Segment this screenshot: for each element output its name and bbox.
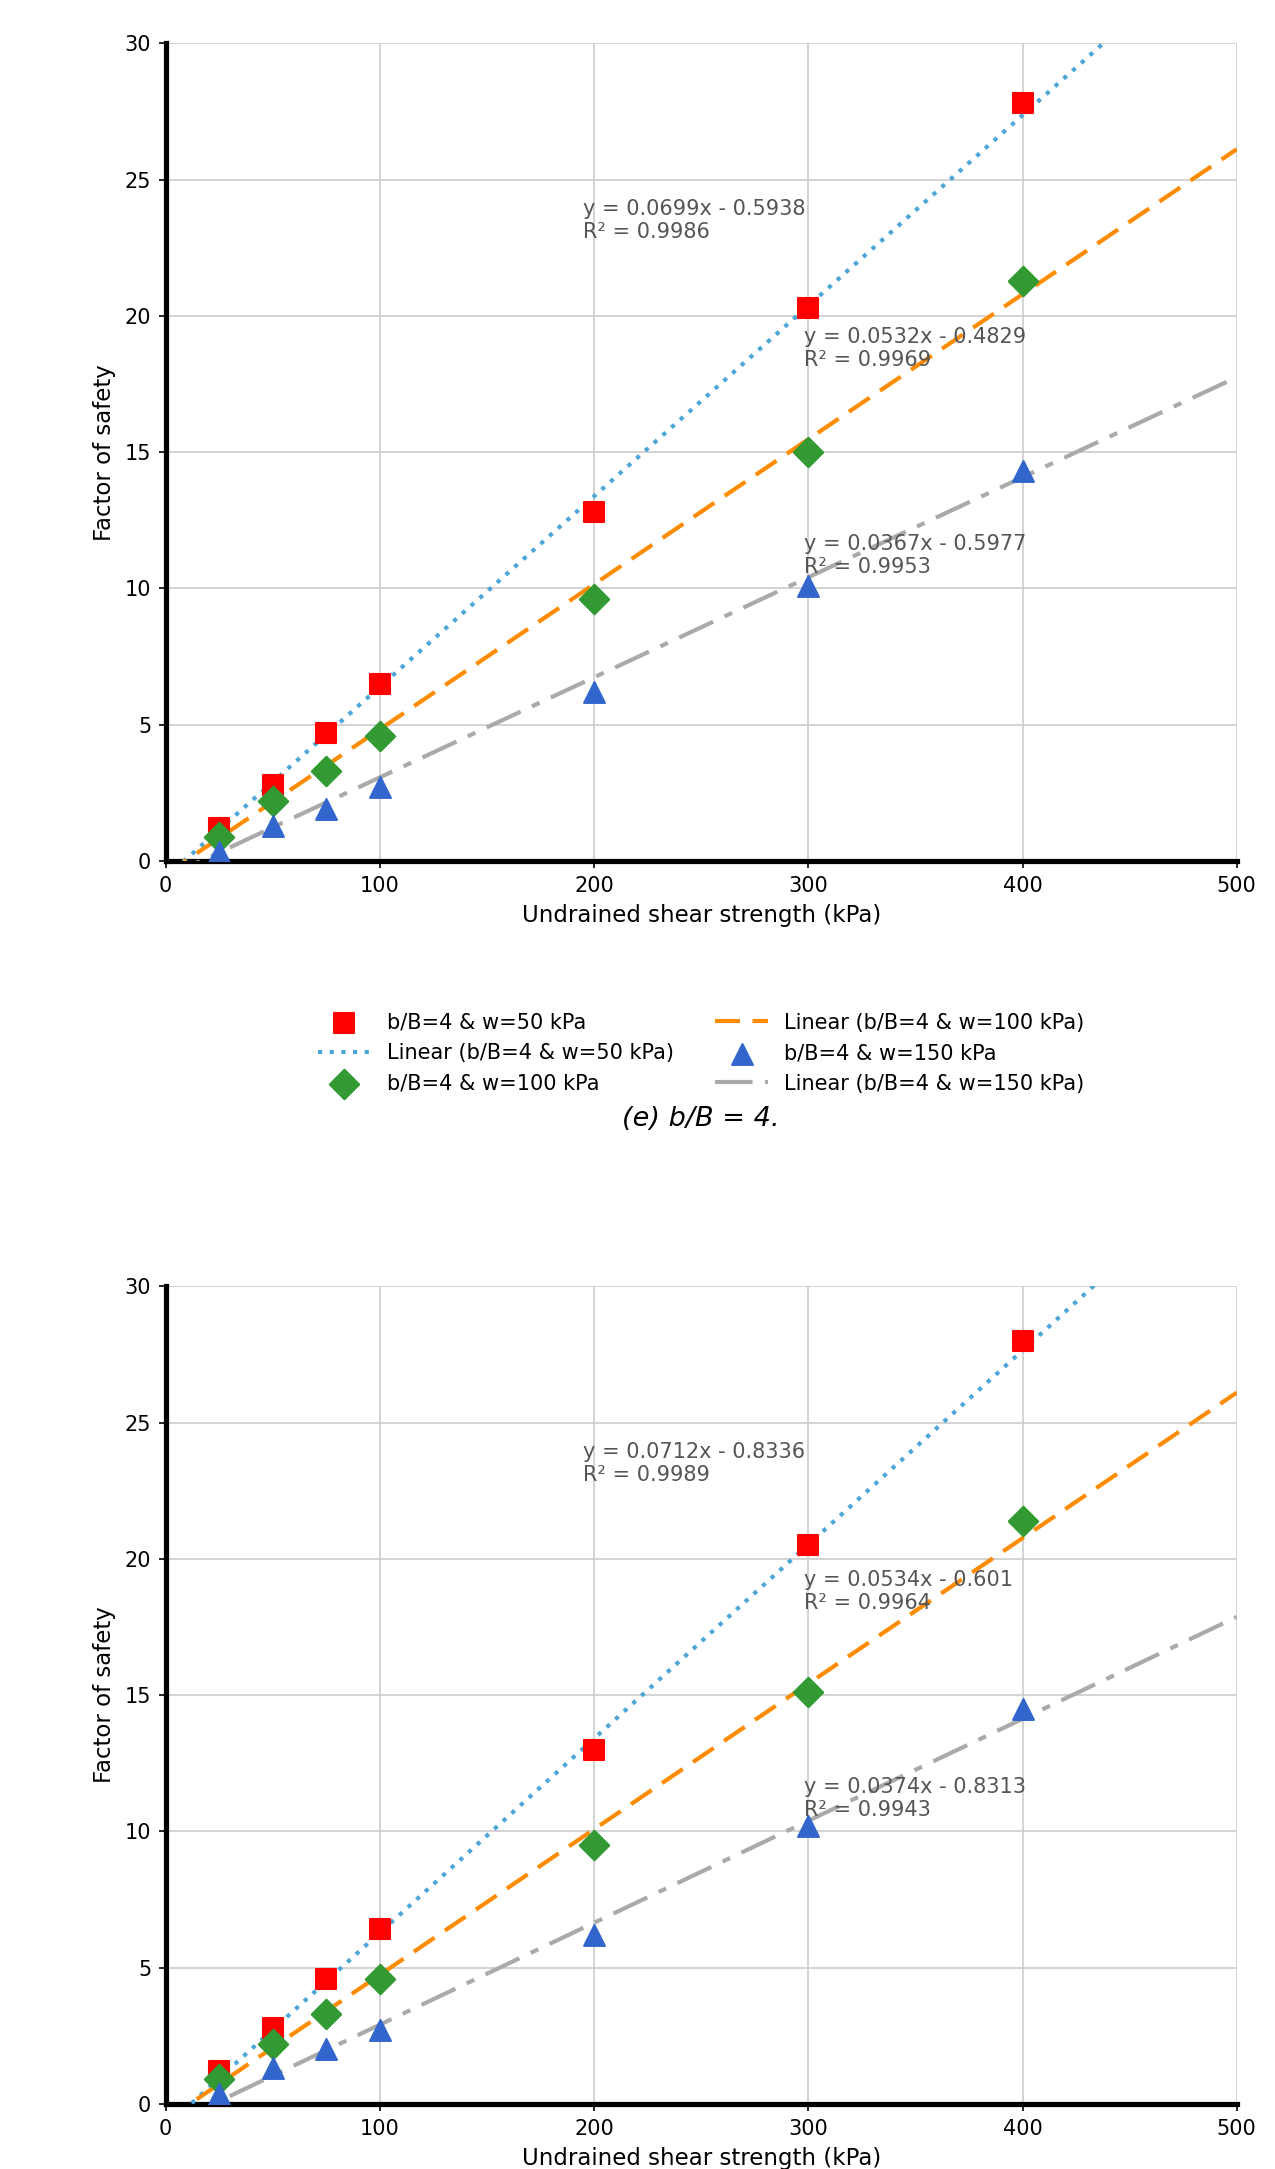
- Point: [209, 2063, 230, 2097]
- Text: y = 0.0712x - 0.8336
R² = 0.9989: y = 0.0712x - 0.8336 R² = 0.9989: [584, 1442, 806, 1486]
- Point: [209, 2054, 230, 2089]
- Point: [584, 1917, 604, 1952]
- Point: [209, 835, 230, 870]
- Point: [263, 809, 283, 844]
- Point: [263, 2011, 283, 2045]
- Text: y = 0.0374x - 0.8313
R² = 0.9943: y = 0.0374x - 0.8313 R² = 0.9943: [805, 1776, 1026, 1820]
- Point: [584, 581, 604, 616]
- Point: [1012, 1692, 1033, 1727]
- X-axis label: Undrained shear strength (kPa): Undrained shear strength (kPa): [521, 2147, 881, 2169]
- Point: [316, 1961, 337, 1995]
- Text: y = 0.0699x - 0.5938
R² = 0.9986: y = 0.0699x - 0.5938 R² = 0.9986: [584, 200, 806, 243]
- Point: [1012, 262, 1033, 297]
- Point: [584, 1828, 604, 1863]
- Point: [1012, 453, 1033, 488]
- Point: [1012, 1323, 1033, 1358]
- Point: [263, 2052, 283, 2087]
- Point: [798, 434, 819, 469]
- Point: [798, 1809, 819, 1844]
- Point: [316, 716, 337, 750]
- Point: [209, 2078, 230, 2113]
- Point: [209, 811, 230, 846]
- Point: [584, 675, 604, 709]
- Point: [584, 495, 604, 529]
- Point: [370, 770, 390, 805]
- X-axis label: Undrained shear strength (kPa): Undrained shear strength (kPa): [521, 904, 881, 926]
- Point: [798, 291, 819, 325]
- Point: [263, 768, 283, 803]
- Point: [798, 1674, 819, 1709]
- Text: y = 0.0534x - 0.601
R² = 0.9964: y = 0.0534x - 0.601 R² = 0.9964: [805, 1570, 1014, 1614]
- Point: [263, 2026, 283, 2061]
- Point: [370, 1913, 390, 1948]
- Text: y = 0.0532x - 0.4829
R² = 0.9969: y = 0.0532x - 0.4829 R² = 0.9969: [805, 328, 1026, 371]
- Point: [370, 1961, 390, 1995]
- Legend: b/B=4 & w=50 kPa, Linear (b/B=4 & w=50 kPa), b/B=4 & w=100 kPa, Linear (b/B=4 & : b/B=4 & w=50 kPa, Linear (b/B=4 & w=50 k…: [307, 1002, 1095, 1104]
- Point: [316, 2032, 337, 2067]
- Point: [263, 783, 283, 818]
- Point: [316, 1998, 337, 2032]
- Y-axis label: Factor of safety: Factor of safety: [93, 364, 116, 540]
- Y-axis label: Factor of safety: Factor of safety: [93, 1607, 116, 1783]
- Point: [316, 755, 337, 790]
- Point: [370, 2013, 390, 2048]
- Point: [584, 1733, 604, 1768]
- Text: y = 0.0367x - 0.5977
R² = 0.9953: y = 0.0367x - 0.5977 R² = 0.9953: [805, 534, 1026, 577]
- Point: [370, 718, 390, 753]
- Text: (e) b/B = 4.: (e) b/B = 4.: [622, 1106, 780, 1132]
- Point: [798, 1527, 819, 1562]
- Point: [316, 792, 337, 826]
- Point: [209, 820, 230, 855]
- Point: [1012, 87, 1033, 121]
- Point: [370, 666, 390, 701]
- Point: [798, 568, 819, 603]
- Point: [1012, 1503, 1033, 1538]
